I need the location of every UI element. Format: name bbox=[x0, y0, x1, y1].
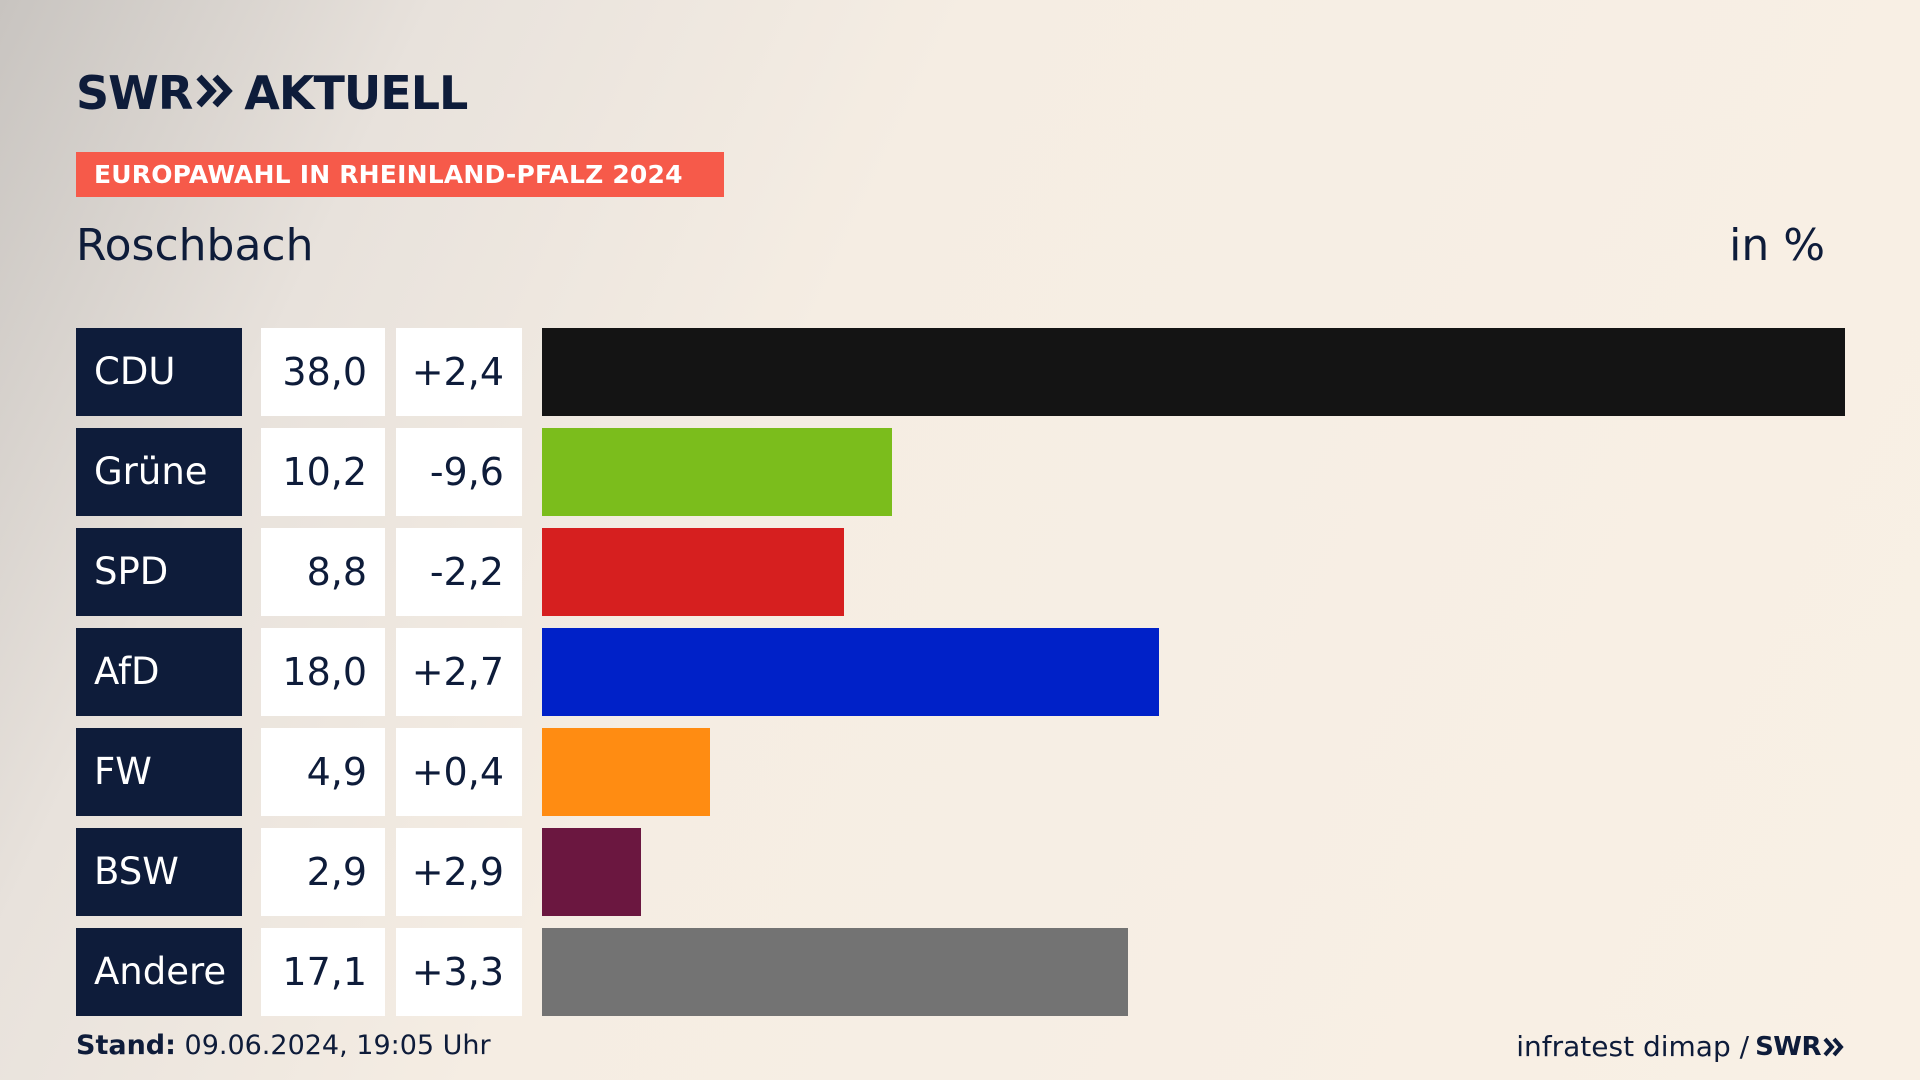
vote-share-label: 2,9 bbox=[261, 828, 385, 916]
source-text: infratest dimap / bbox=[1516, 1030, 1750, 1063]
vote-share-label: 18,0 bbox=[261, 628, 385, 716]
vote-share-label: 17,1 bbox=[261, 928, 385, 1016]
vote-change-label: +0,4 bbox=[396, 728, 522, 816]
vote-change-label: -2,2 bbox=[396, 528, 522, 616]
timestamp: Stand: 09.06.2024, 19:05 Uhr bbox=[76, 1030, 491, 1061]
party-label: Grüne bbox=[76, 428, 242, 516]
small-double-chevron-icon bbox=[1823, 1036, 1845, 1058]
bar-andere bbox=[542, 928, 1128, 1016]
party-label: SPD bbox=[76, 528, 242, 616]
source-brand: SWR bbox=[1755, 1031, 1821, 1062]
source-credit: infratest dimap / SWR bbox=[1516, 1030, 1845, 1063]
vote-share-label: 10,2 bbox=[261, 428, 385, 516]
vote-change-label: +3,3 bbox=[396, 928, 522, 1016]
logo-brand: SWR bbox=[76, 66, 193, 120]
party-label: FW bbox=[76, 728, 242, 816]
bar-gr-ne bbox=[542, 428, 892, 516]
logo-suffix: AKTUELL bbox=[244, 66, 468, 120]
bar-spd bbox=[542, 528, 844, 616]
timestamp-label: Stand: bbox=[76, 1030, 176, 1061]
chart-subtitle: Roschbach bbox=[76, 220, 314, 271]
vote-change-label: +2,9 bbox=[396, 828, 522, 916]
election-banner: EUROPAWAHL IN RHEINLAND-PFALZ 2024 bbox=[76, 152, 724, 197]
party-label: AfD bbox=[76, 628, 242, 716]
double-chevron-icon bbox=[196, 66, 234, 120]
party-label: CDU bbox=[76, 328, 242, 416]
bar-cdu bbox=[542, 328, 1845, 416]
vote-change-label: -9,6 bbox=[396, 428, 522, 516]
vote-change-label: +2,7 bbox=[396, 628, 522, 716]
party-label: Andere bbox=[76, 928, 242, 1016]
vote-share-label: 4,9 bbox=[261, 728, 385, 816]
timestamp-value: 09.06.2024, 19:05 Uhr bbox=[184, 1030, 491, 1061]
swr-aktuell-logo: SWR AKTUELL bbox=[76, 66, 468, 120]
chart-unit: in % bbox=[1729, 220, 1825, 271]
party-label: BSW bbox=[76, 828, 242, 916]
bar-afd bbox=[542, 628, 1159, 716]
bar-fw bbox=[542, 728, 710, 816]
vote-change-label: +2,4 bbox=[396, 328, 522, 416]
bar-bsw bbox=[542, 828, 641, 916]
vote-share-label: 38,0 bbox=[261, 328, 385, 416]
vote-share-label: 8,8 bbox=[261, 528, 385, 616]
